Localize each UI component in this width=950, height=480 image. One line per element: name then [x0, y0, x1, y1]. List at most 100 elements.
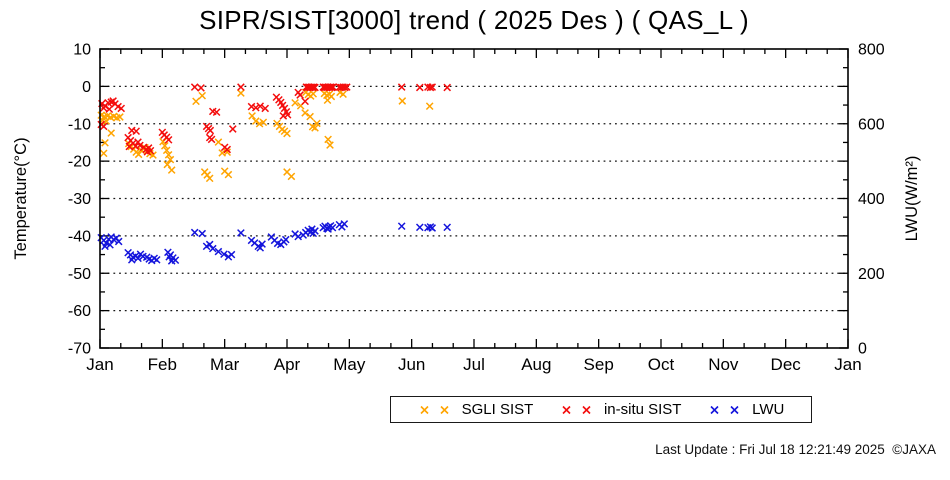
- data-point: [99, 149, 108, 158]
- lwu-tick-label: 600: [858, 116, 885, 133]
- month-tick-label: Jan: [834, 355, 861, 374]
- data-point: [326, 141, 334, 149]
- month-tick-label: Jan: [86, 355, 113, 374]
- data-point: [306, 112, 314, 121]
- data-point: [134, 254, 142, 263]
- data-point: [237, 229, 245, 237]
- data-point: [99, 104, 108, 112]
- data-point: [125, 142, 134, 151]
- temp-tick-label: -40: [68, 228, 91, 245]
- data-point: [237, 83, 245, 91]
- page-title: SIPR/SIST[3000] trend ( 2025 Des ) ( QAS…: [199, 5, 749, 35]
- axis-titles: Temperature(°C) LWU(W/m²): [12, 137, 921, 259]
- month-tick-label: Oct: [648, 355, 675, 374]
- data-point: [107, 129, 116, 137]
- data-point: [143, 147, 152, 156]
- data-point: [342, 83, 351, 91]
- month-tick-label: Jun: [398, 355, 425, 374]
- data-point: [136, 141, 144, 150]
- data-point: [192, 97, 200, 106]
- left-axis-title: Temperature(°C): [12, 137, 30, 259]
- data-point: [324, 135, 332, 144]
- data-point: [134, 150, 143, 159]
- month-tick-label: Apr: [274, 355, 301, 374]
- data-point: [171, 256, 180, 265]
- data-point: [163, 160, 172, 169]
- data-point: [281, 235, 290, 244]
- data-point: [116, 113, 124, 121]
- data-point: [117, 104, 126, 113]
- data-point: [227, 250, 236, 259]
- data-point: [190, 228, 199, 237]
- data-point: [311, 83, 319, 92]
- data-point: [341, 83, 349, 92]
- month-tick-label: Dec: [771, 355, 802, 374]
- data-point: [164, 135, 173, 144]
- data-point: [443, 223, 452, 232]
- lwu-tick-label: 400: [858, 191, 885, 208]
- data-point: [224, 170, 233, 179]
- right-axis-title: LWU(W/m²): [903, 156, 921, 242]
- data-point: [212, 108, 221, 117]
- series-in-situ-sist: [97, 83, 452, 156]
- data-point: [261, 104, 270, 113]
- data-point: [223, 145, 232, 154]
- data-point: [114, 237, 123, 246]
- data-point: [127, 255, 136, 264]
- month-tick-label: Mar: [210, 355, 240, 374]
- data-point: [102, 117, 111, 125]
- month-tick-label: Sep: [584, 355, 614, 374]
- data-point: [152, 255, 161, 264]
- data-point: [329, 83, 337, 91]
- temp-tick-label: -20: [68, 154, 91, 171]
- data-point: [256, 243, 265, 252]
- data-point: [251, 103, 260, 112]
- legend-entry-in-situ-sist: in-situ SIST: [560, 402, 681, 417]
- axis-ticks: [99, 48, 849, 349]
- data-point: [164, 150, 173, 159]
- temp-tick-label: -30: [68, 191, 91, 208]
- data-point: [197, 84, 205, 92]
- data-point: [208, 244, 217, 253]
- data-point: [426, 83, 435, 92]
- temp-tick-label: -60: [68, 303, 91, 320]
- month-tick-label: Aug: [521, 355, 551, 374]
- data-point: [398, 97, 407, 105]
- data-point: [160, 141, 169, 150]
- data-point: [251, 117, 260, 125]
- data-point: [340, 220, 349, 228]
- data-point: [443, 83, 452, 92]
- data-point: [309, 89, 318, 98]
- data-point: [428, 83, 437, 91]
- data-point: [313, 119, 321, 128]
- plot-border: [99, 48, 849, 349]
- data-point: [206, 126, 215, 135]
- data-point: [294, 232, 303, 241]
- data-point: [428, 224, 437, 232]
- legend-label: SGLI SIST: [461, 401, 534, 418]
- data-point: [425, 102, 434, 111]
- gridlines: [102, 85, 846, 312]
- data-point: [166, 155, 175, 164]
- last-update-text: Last Update : Fri Jul 18 12:21:49 2025 ©…: [655, 442, 936, 457]
- data-point: [198, 229, 207, 238]
- data-point: [101, 138, 109, 147]
- series-lwu: [97, 220, 452, 265]
- data-point: [149, 151, 157, 159]
- data-point: [162, 146, 171, 155]
- data-point: [205, 174, 214, 183]
- data-point: [339, 90, 347, 99]
- data-point: [283, 129, 291, 138]
- data-point: [258, 240, 266, 248]
- data-point: [397, 83, 406, 91]
- data-point: [415, 83, 424, 92]
- data-point: [287, 172, 296, 181]
- legend-label: LWU: [752, 401, 785, 418]
- data-point: [296, 91, 304, 99]
- data-point: [248, 112, 256, 120]
- data-point: [301, 109, 309, 117]
- data-point: [167, 166, 176, 174]
- data-point: [220, 250, 228, 259]
- temp-tick-label: 10: [73, 42, 91, 59]
